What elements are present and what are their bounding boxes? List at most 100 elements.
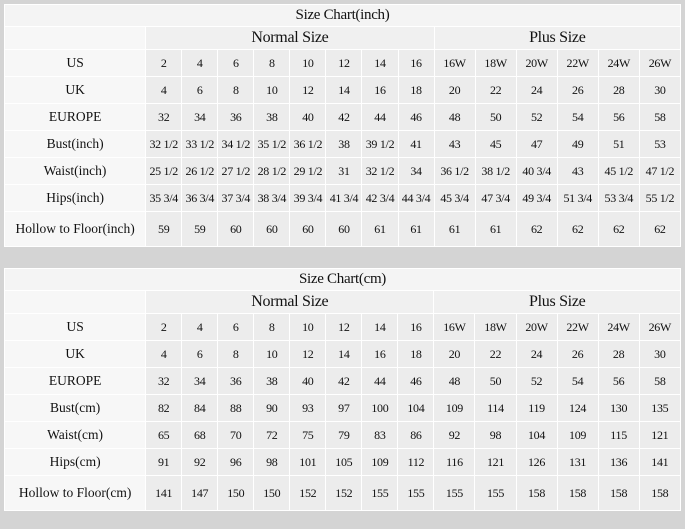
size-cell: 121 [474,448,517,476]
size-cell: 32 1/2 [361,157,399,185]
size-cell: 83 [361,421,399,449]
size-cell: 20 [433,340,476,368]
size-cell: 158 [638,475,682,511]
table-row: Hollow to Floor(inch) 59 59 60 60 60 60 61 61 61 6… [3,211,682,247]
size-cell: 34 [181,103,219,131]
size-cell: 47 [515,130,558,158]
size-cell: 158 [515,475,558,511]
size-cell: 49 [556,130,599,158]
size-cell: 18 [397,76,435,104]
size-cell: 31 [325,157,363,185]
size-cell: 59 [145,211,183,247]
size-cell: 51 [597,130,640,158]
size-cell: 8 [253,313,291,341]
size-cell: 34 [397,157,435,185]
size-cell: 34 1/2 [217,130,255,158]
size-cell: 36 [217,367,255,395]
size-cell: 91 [145,448,183,476]
size-cell: 51 3/4 [556,184,599,212]
size-cell: 54 [556,103,599,131]
size-cell: 22 [474,76,517,104]
size-cell: 6 [217,49,255,77]
size-cell: 16 [361,76,399,104]
row-label: US [3,313,147,341]
size-cell: 50 [474,367,517,395]
size-cell: 158 [556,475,599,511]
size-cell: 6 [217,313,255,341]
size-chart-cm: Size Chart(cm) Normal Size Plus Size US 2 4 6 8… [3,268,682,511]
size-cell: 4 [181,49,219,77]
size-cell: 34 [181,367,219,395]
size-cell: 8 [253,49,291,77]
size-cell: 101 [289,448,327,476]
size-cell: 119 [515,394,558,422]
size-cell: 8 [217,340,255,368]
size-cell: 20W [515,313,558,341]
size-cell: 32 [145,103,183,131]
size-cell: 130 [597,394,640,422]
size-cell: 45 [474,130,517,158]
size-cell: 121 [638,421,682,449]
size-cell: 109 [361,448,399,476]
size-cell: 60 [217,211,255,247]
size-cell: 33 1/2 [181,130,219,158]
size-cell: 38 [253,367,291,395]
size-cell: 104 [515,421,558,449]
size-cell: 65 [145,421,183,449]
table-row: Waist(cm) 65 68 70 72 75 79 83 86 92 98 104 109 115 12… [3,421,682,449]
size-cell: 48 [433,103,476,131]
size-cell: 12 [325,49,363,77]
size-cell: 8 [217,76,255,104]
size-cell: 2 [145,49,183,77]
normal-size-header: Normal Size [145,290,435,314]
table-row: US 2 4 6 8 10 12 14 16 16W 18W 20W 22W 24W 26W [3,49,682,77]
row-label: Waist(cm) [3,421,147,449]
table-row: Hollow to Floor(cm) 141 147 150 150 152 152 155… [3,475,682,511]
size-cell: 10 [253,76,291,104]
size-cell: 136 [597,448,640,476]
size-cell: 45 1/2 [597,157,640,185]
size-cell: 26 1/2 [181,157,219,185]
size-cell: 44 3/4 [397,184,435,212]
size-cell: 10 [289,313,327,341]
table-row: Hips(cm) 91 92 96 98 101 105 109 112 116 121 126 131… [3,448,682,476]
size-cell: 72 [253,421,291,449]
chart-title: Size Chart(cm) [4,268,681,291]
size-cell: 58 [638,103,682,131]
size-cell: 40 3/4 [515,157,558,185]
size-cell: 14 [361,313,399,341]
size-cell: 6 [181,76,219,104]
size-cell: 12 [289,340,327,368]
size-cell: 109 [556,421,599,449]
size-cell: 20 [433,76,476,104]
size-cell: 14 [325,76,363,104]
size-cell: 152 [289,475,327,511]
size-cell: 152 [325,475,363,511]
size-cell: 112 [397,448,435,476]
size-cell: 24W [597,49,640,77]
size-cell: 46 [397,103,435,131]
size-cell: 53 3/4 [597,184,640,212]
size-cell: 14 [361,49,399,77]
size-cell: 22W [556,49,599,77]
size-cell: 62 [638,211,682,247]
size-cell: 59 [181,211,219,247]
size-cell: 105 [325,448,363,476]
size-cell: 86 [397,421,435,449]
size-cell: 109 [433,394,476,422]
table-row: UK 4 6 8 10 12 14 16 18 20 22 24 26 28 30 [3,340,682,368]
size-cell: 42 3/4 [361,184,399,212]
size-cell: 4 [181,313,219,341]
size-cell: 16 [361,340,399,368]
chart-title: Size Chart(inch) [4,4,681,27]
size-cell: 96 [217,448,255,476]
size-cell: 4 [145,76,183,104]
plus-size-header: Plus Size [433,26,682,50]
size-cell: 22 [474,340,517,368]
size-cell: 155 [433,475,476,511]
table-row: Waist(inch) 25 1/2 26 1/2 27 1/2 28 1/2 29 1/… [3,157,682,185]
size-cell: 6 [181,340,219,368]
size-cell: 52 [515,367,558,395]
size-cell: 29 1/2 [289,157,327,185]
size-cell: 36 [217,103,255,131]
